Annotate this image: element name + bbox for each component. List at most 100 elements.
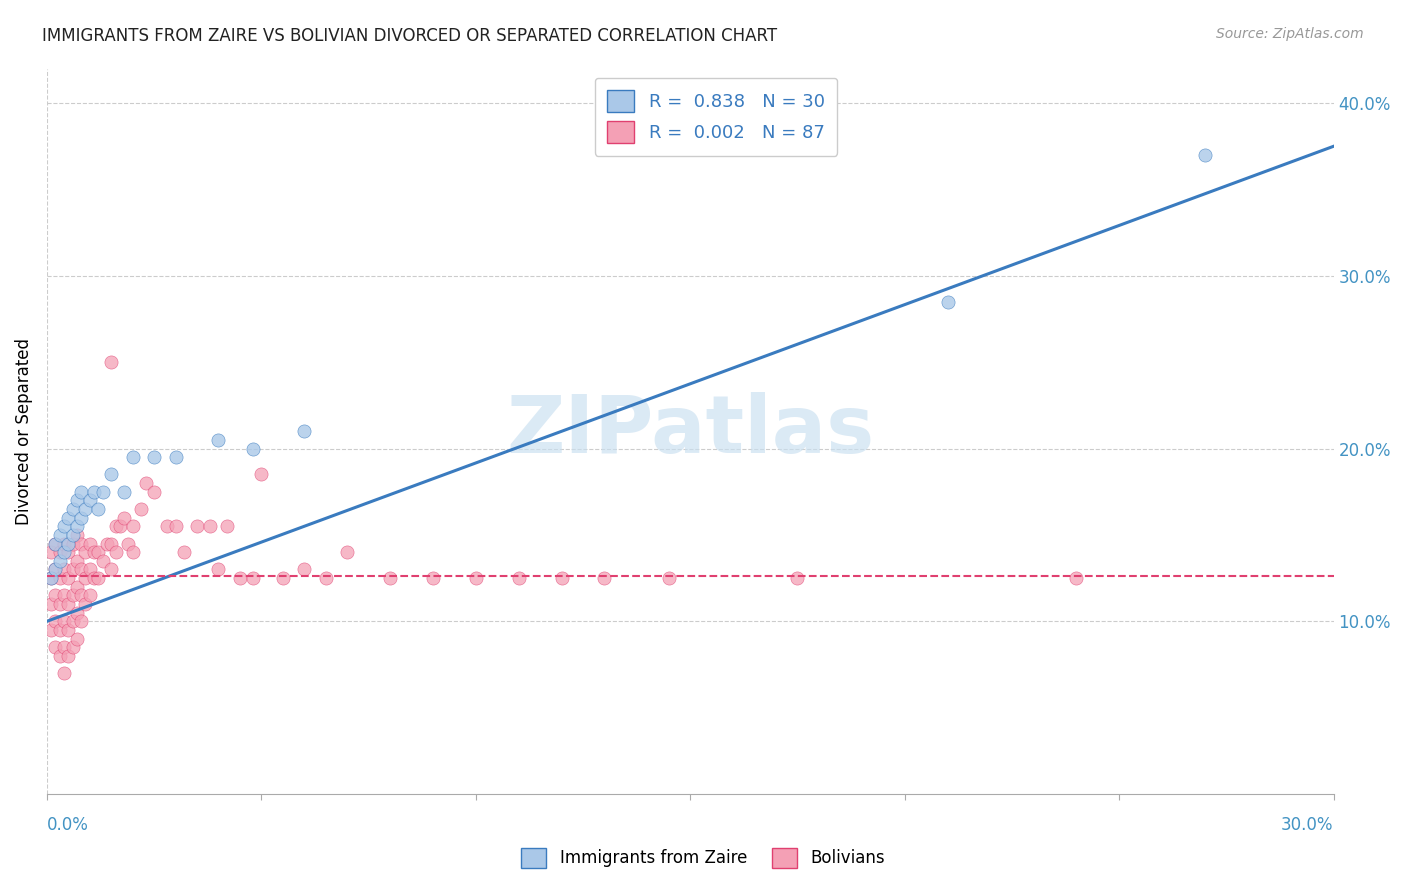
Point: [62, 615, 84, 629]
Point: [49, 648, 72, 663]
Point: [79, 493, 101, 508]
Point: [129, 502, 152, 516]
Point: [58, 536, 80, 550]
Point: [242, 442, 264, 456]
Point: [44, 640, 66, 655]
Point: [87, 502, 110, 516]
Point: [44, 562, 66, 576]
Point: [49, 554, 72, 568]
Point: [83, 545, 105, 559]
Point: [75, 545, 97, 559]
Point: [53, 519, 76, 533]
Point: [62, 528, 84, 542]
Point: [83, 571, 105, 585]
Point: [58, 648, 80, 663]
Point: [58, 571, 80, 585]
Point: [79, 562, 101, 576]
Point: [44, 536, 66, 550]
Point: [49, 597, 72, 611]
Point: [156, 519, 179, 533]
Point: [58, 597, 80, 611]
Point: [39, 597, 62, 611]
Point: [292, 425, 315, 439]
Text: 0.0%: 0.0%: [46, 816, 89, 834]
Point: [121, 545, 143, 559]
Point: [100, 562, 122, 576]
Point: [786, 571, 808, 585]
Point: [422, 571, 444, 585]
Point: [91, 554, 114, 568]
Point: [49, 528, 72, 542]
Point: [135, 476, 157, 491]
Point: [83, 484, 105, 499]
Point: [112, 484, 135, 499]
Point: [198, 519, 221, 533]
Point: [70, 588, 93, 602]
Point: [936, 294, 959, 309]
Text: IMMIGRANTS FROM ZAIRE VS BOLIVIAN DIVORCED OR SEPARATED CORRELATION CHART: IMMIGRANTS FROM ZAIRE VS BOLIVIAN DIVORC…: [42, 27, 778, 45]
Point: [87, 571, 110, 585]
Point: [121, 450, 143, 465]
Point: [271, 571, 294, 585]
Point: [66, 519, 89, 533]
Point: [53, 536, 76, 550]
Point: [49, 623, 72, 637]
Point: [70, 536, 93, 550]
Point: [75, 571, 97, 585]
Point: [292, 562, 315, 576]
Point: [91, 484, 114, 499]
Legend: R =  0.838   N = 30, R =  0.002   N = 87: R = 0.838 N = 30, R = 0.002 N = 87: [595, 78, 838, 156]
Point: [44, 562, 66, 576]
Point: [1194, 148, 1216, 162]
Point: [39, 623, 62, 637]
Point: [121, 519, 143, 533]
Text: Source: ZipAtlas.com: Source: ZipAtlas.com: [1216, 27, 1364, 41]
Point: [62, 536, 84, 550]
Point: [229, 571, 252, 585]
Point: [464, 571, 486, 585]
Point: [75, 502, 97, 516]
Point: [62, 588, 84, 602]
Point: [112, 510, 135, 524]
Point: [70, 562, 93, 576]
Point: [66, 632, 89, 646]
Point: [96, 536, 118, 550]
Point: [508, 571, 530, 585]
Point: [79, 536, 101, 550]
Point: [207, 433, 229, 447]
Point: [53, 640, 76, 655]
Point: [49, 545, 72, 559]
Point: [165, 519, 187, 533]
Y-axis label: Divorced or Separated: Divorced or Separated: [15, 338, 32, 524]
Point: [250, 467, 273, 482]
Point: [117, 536, 139, 550]
Point: [108, 519, 131, 533]
Point: [104, 545, 127, 559]
Point: [39, 571, 62, 585]
Point: [39, 571, 62, 585]
Point: [70, 615, 93, 629]
Point: [58, 623, 80, 637]
Point: [79, 588, 101, 602]
Point: [100, 467, 122, 482]
Legend: Immigrants from Zaire, Bolivians: Immigrants from Zaire, Bolivians: [515, 841, 891, 875]
Point: [62, 502, 84, 516]
Point: [143, 450, 166, 465]
Point: [104, 519, 127, 533]
Point: [215, 519, 238, 533]
Point: [62, 562, 84, 576]
Point: [315, 571, 337, 585]
Point: [66, 493, 89, 508]
Point: [44, 588, 66, 602]
Point: [53, 545, 76, 559]
Point: [593, 571, 616, 585]
Point: [100, 355, 122, 369]
Point: [66, 606, 89, 620]
Point: [66, 580, 89, 594]
Point: [58, 545, 80, 559]
Point: [53, 562, 76, 576]
Point: [1064, 571, 1087, 585]
Text: ZIPatlas: ZIPatlas: [506, 392, 875, 470]
Point: [336, 545, 359, 559]
Point: [658, 571, 681, 585]
